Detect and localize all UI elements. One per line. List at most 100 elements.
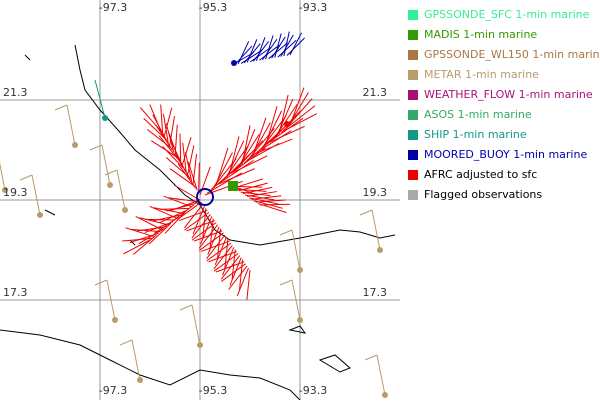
barb (262, 38, 278, 61)
grid-label: -97.3 (99, 1, 127, 14)
barb (215, 261, 245, 273)
barb (165, 157, 190, 178)
barb (220, 255, 241, 280)
barb (215, 147, 229, 187)
barb (243, 43, 261, 64)
barb (239, 129, 256, 167)
barb (130, 228, 161, 233)
barb (265, 106, 278, 145)
barb (135, 216, 163, 231)
barb (181, 137, 192, 167)
legend-label: ASOS 1-min marine (424, 108, 532, 121)
station (284, 121, 290, 127)
barb (169, 116, 176, 146)
barb (239, 259, 244, 290)
station (72, 142, 78, 148)
barb (279, 279, 293, 286)
barb (268, 42, 289, 60)
station (137, 377, 143, 383)
barb (246, 39, 258, 63)
barb (259, 203, 291, 206)
barb (198, 232, 224, 251)
barb (277, 39, 297, 58)
barb (89, 144, 103, 151)
barb (206, 234, 226, 259)
barb (147, 129, 172, 149)
barb (274, 33, 282, 58)
barb (154, 216, 180, 234)
barb (192, 153, 198, 184)
barb (291, 279, 301, 321)
barb (202, 208, 207, 239)
barb (119, 339, 133, 346)
legend-label: Flagged observations (424, 188, 542, 201)
barb (255, 199, 286, 203)
station (228, 181, 238, 191)
barb (143, 118, 166, 140)
barb (101, 144, 111, 186)
barb (106, 279, 116, 321)
legend-label: AFRC adjusted to sfc (424, 168, 537, 181)
barb (31, 174, 41, 216)
barb (186, 220, 215, 232)
barb (237, 41, 250, 65)
barb (364, 354, 378, 361)
barb (289, 87, 305, 126)
barb (228, 265, 248, 290)
legend-swatch (408, 130, 418, 140)
legend-label: GPSSONDE_SFC 1-min marine (424, 8, 590, 21)
barb (224, 239, 229, 270)
barb (286, 37, 305, 56)
barb (173, 184, 201, 201)
barb (251, 195, 282, 200)
grid-label: -95.3 (199, 1, 227, 14)
legend-label: SHIP 1-min marine (424, 128, 527, 141)
barb (238, 182, 268, 192)
grid-label: 21.3 (3, 86, 28, 99)
barb (201, 240, 230, 252)
legend-swatch (408, 30, 418, 40)
barb (191, 214, 211, 239)
grid-label: -93.3 (299, 384, 327, 397)
barb (177, 163, 197, 189)
barb (159, 207, 190, 210)
barb (213, 253, 239, 272)
barb (163, 107, 173, 137)
barb (242, 186, 273, 195)
station (231, 60, 237, 66)
legend-swatch (408, 190, 418, 200)
barb (291, 229, 301, 271)
barb (236, 267, 249, 296)
barb (283, 31, 290, 57)
legend-swatch (408, 110, 418, 120)
barb (168, 197, 198, 203)
barb (178, 209, 208, 222)
barb (166, 202, 196, 212)
barb (271, 36, 286, 59)
barb (206, 242, 232, 262)
barb (247, 191, 277, 197)
legend-label: MOORED_BUOY 1-min marine (424, 148, 587, 161)
grid-label: -97.3 (99, 384, 127, 397)
legend-label: MADIS 1-min marine (424, 28, 537, 41)
barb (230, 155, 268, 174)
barb (241, 125, 251, 165)
legend-swatch (408, 170, 418, 180)
barb (179, 304, 193, 311)
barb (276, 98, 294, 136)
legend-label: GPSSONDE_WL150 1-min marine (424, 48, 600, 61)
barb (289, 32, 302, 56)
station (2, 187, 8, 193)
legend-swatch (408, 90, 418, 100)
barb (163, 195, 192, 208)
barb (240, 49, 263, 64)
barb (144, 218, 176, 221)
barb (208, 251, 237, 263)
station (382, 392, 388, 398)
barb (187, 145, 195, 175)
coastline (0, 44, 396, 401)
barb (265, 35, 274, 60)
barb (184, 211, 210, 231)
legend-swatch (408, 10, 418, 20)
